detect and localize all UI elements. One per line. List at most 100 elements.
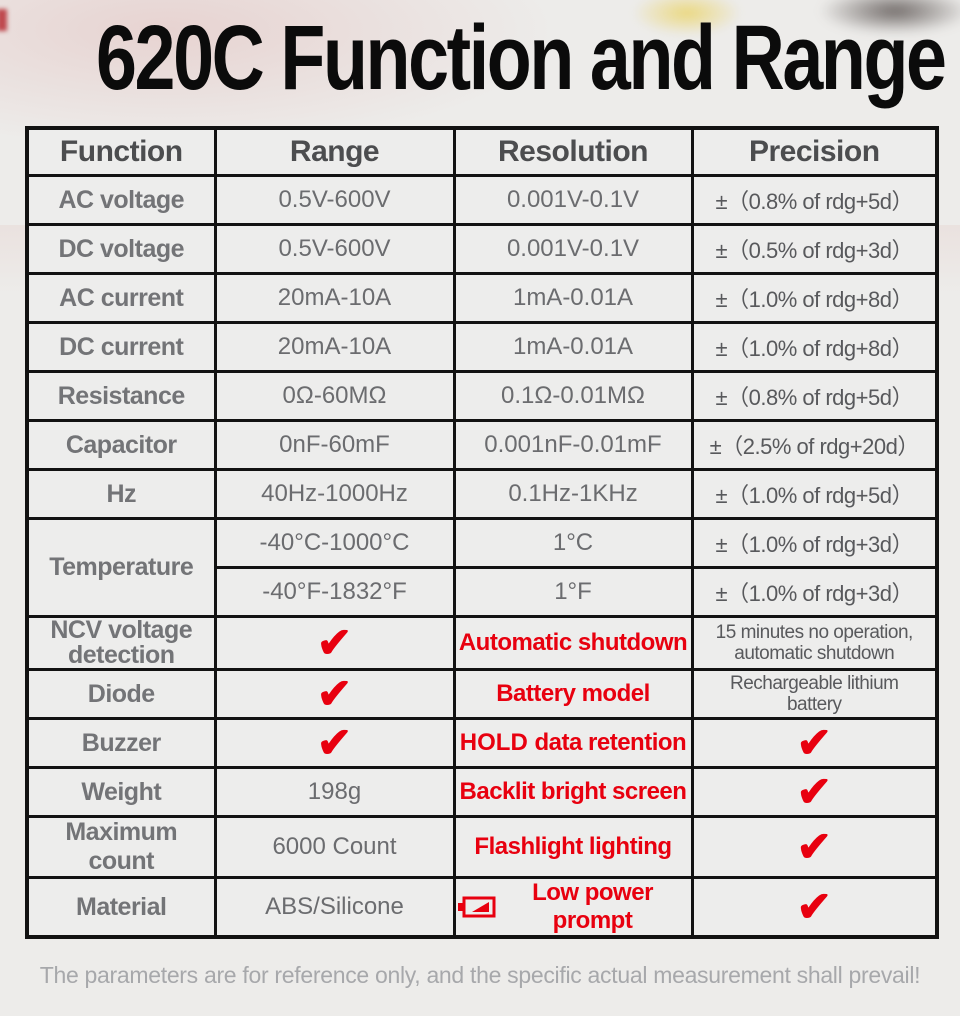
range-cell: ✔: [213, 668, 456, 720]
spec-table: Function Range Resolution Precision AC v…: [25, 126, 939, 939]
function-cell: DC current: [25, 321, 217, 373]
check-icon: ✔: [316, 719, 353, 766]
feature-label: Low power prompt: [532, 879, 653, 934]
function-cell: NCV voltage detection: [25, 615, 217, 671]
column-header-function: Function: [25, 126, 217, 177]
function-cell: Weight: [25, 766, 217, 818]
precision-cell: ±（1.0% of rdg+3d）: [690, 566, 939, 618]
function-cell: Hz: [25, 468, 217, 520]
function-line-1: NCV voltage: [50, 616, 193, 644]
table-row-resistance: Resistance 0Ω-60MΩ 0.1Ω-0.01MΩ ±（0.8% of…: [25, 370, 939, 422]
range-cell: ✔: [213, 615, 456, 671]
header-row: Function Range Resolution Precision: [25, 126, 939, 177]
range-cell: 20mA-10A: [213, 321, 456, 373]
resolution-cell: 1mA-0.01A: [452, 272, 694, 324]
resolution-cell: 1°C: [452, 517, 694, 569]
range-cell: 20mA-10A: [213, 272, 456, 324]
feature-label: data retention: [534, 729, 687, 756]
resolution-cell: 1mA-0.01A: [452, 321, 694, 373]
table-row-weight: Weight 198g Backlit bright screen ✔: [25, 766, 939, 818]
resolution-cell: 0.001V-0.1V: [452, 174, 694, 226]
background-red-sliver: [0, 9, 7, 31]
check-icon: ✔: [796, 719, 832, 766]
function-cell: Capacitor: [25, 419, 217, 471]
column-header-range: Range: [213, 126, 456, 177]
range-cell: 0Ω-60MΩ: [213, 370, 456, 422]
function-cell: Material: [25, 876, 217, 939]
precision-cell: ±（1.0% of rdg+8d）: [690, 321, 939, 373]
precision-line-1: 15 minutes no operation,: [715, 621, 914, 643]
resolution-cell: 0.1Ω-0.01MΩ: [452, 370, 694, 422]
table-row-diode: Diode ✔ Battery model Rechargeable lithi…: [25, 668, 939, 720]
resolution-cell: 1°F: [452, 566, 694, 618]
function-cell: AC voltage: [25, 174, 217, 226]
feature-label: Battery model: [496, 680, 650, 707]
footer-note: The parameters are for reference only, a…: [39, 962, 921, 988]
resolution-cell: Low power prompt: [452, 876, 694, 939]
feature-label: Automatic shutdown: [458, 629, 688, 656]
range-cell: ✔: [213, 717, 456, 769]
precision-line-2: automatic shutdown: [734, 643, 895, 664]
function-cell: Temperature: [25, 517, 217, 618]
precision-cell: ±（1.0% of rdg+8d）: [690, 272, 939, 324]
precision-cell: ✔: [690, 717, 939, 769]
column-header-precision: Precision: [690, 126, 939, 177]
check-icon: ✔: [316, 670, 353, 717]
resolution-cell: Battery model: [452, 668, 694, 720]
check-icon: ✔: [796, 768, 832, 815]
resolution-cell: Automatic shutdown: [452, 615, 694, 671]
precision-cell: ±（2.5% of rdg+20d）: [690, 419, 939, 471]
resolution-cell: Flashlight lighting: [452, 815, 694, 879]
page-title: 620C Function and Range: [96, 7, 947, 109]
table-row-hz: Hz 40Hz-1000Hz 0.1Hz-1KHz ±（1.0% of rdg+…: [25, 468, 939, 520]
function-cell: AC current: [25, 272, 217, 324]
precision-cell: ±（1.0% of rdg+5d）: [690, 468, 939, 520]
table-row-temperature-fahrenheit: -40°F-1832°F 1°F ±（1.0% of rdg+3d）: [27, 566, 939, 618]
table-row-ncv-detection: NCV voltage detection ✔ Automatic shutdo…: [25, 615, 939, 671]
range-cell: 40Hz-1000Hz: [213, 468, 456, 520]
range-cell: 198g: [213, 766, 456, 818]
resolution-cell: 0.001nF-0.01mF: [452, 419, 694, 471]
low-battery-icon: [457, 896, 495, 918]
table-row-dc-current: DC current 20mA-10A 1mA-0.01A ±（1.0% of …: [25, 321, 939, 373]
range-cell: -40°C-1000°C: [213, 517, 456, 569]
range-cell: 6000 Count: [213, 815, 456, 879]
feature-label: Flashlight lighting: [474, 833, 672, 860]
precision-line-2: battery: [786, 694, 842, 715]
table-row-dc-voltage: DC voltage 0.5V-600V 0.001V-0.1V ±（0.5% …: [25, 223, 939, 275]
function-cell: Diode: [25, 668, 217, 720]
range-cell: 0.5V-600V: [213, 174, 456, 226]
precision-line-1: Rechargeable lithium: [730, 672, 899, 694]
precision-cell: ±（1.0% of rdg+3d）: [690, 517, 939, 569]
precision-cell: Rechargeable lithium battery: [690, 668, 939, 720]
resolution-cell: 0.001V-0.1V: [452, 223, 694, 275]
precision-cell: ±（0.5% of rdg+3d）: [690, 223, 939, 275]
function-cell: Maximum count: [25, 815, 217, 879]
table-row-material: Material ABS/Silicone Low power prompt ✔: [25, 876, 939, 939]
check-icon: ✔: [796, 823, 832, 870]
function-line-2: detection: [67, 641, 175, 669]
precision-cell: ✔: [690, 876, 939, 939]
range-cell: 0nF-60mF: [213, 419, 456, 471]
precision-cell: ±（0.8% of rdg+5d）: [690, 174, 939, 226]
function-cell: Resistance: [25, 370, 217, 422]
table-row-maximum-count: Maximum count 6000 Count Flashlight ligh…: [25, 815, 939, 879]
table-row-ac-voltage: AC voltage 0.5V-600V 0.001V-0.1V ±（0.8% …: [25, 174, 939, 226]
range-cell: 0.5V-600V: [213, 223, 456, 275]
precision-cell: 15 minutes no operation, automatic shutd…: [690, 615, 939, 671]
table-row-temperature-celsius: Temperature -40°C-1000°C 1°C ±（1.0% of r…: [25, 517, 939, 618]
feature-label-bold: HOLD: [459, 729, 528, 756]
table-row-ac-current: AC current 20mA-10A 1mA-0.01A ±（1.0% of …: [25, 272, 939, 324]
table-row-buzzer: Buzzer ✔ HOLD data retention ✔: [25, 717, 939, 769]
precision-cell: ✔: [690, 766, 939, 818]
function-cell: Buzzer: [25, 717, 217, 769]
check-icon: ✔: [796, 883, 832, 930]
range-cell: ABS/Silicone: [213, 876, 456, 939]
precision-cell: ✔: [690, 815, 939, 879]
function-cell: DC voltage: [25, 223, 217, 275]
resolution-cell: 0.1Hz-1KHz: [452, 468, 694, 520]
table-row-capacitor: Capacitor 0nF-60mF 0.001nF-0.01mF ±（2.5%…: [25, 419, 939, 471]
range-cell: -40°F-1832°F: [213, 566, 456, 618]
precision-cell: ±（0.8% of rdg+5d）: [690, 370, 939, 422]
column-header-resolution: Resolution: [452, 126, 694, 177]
